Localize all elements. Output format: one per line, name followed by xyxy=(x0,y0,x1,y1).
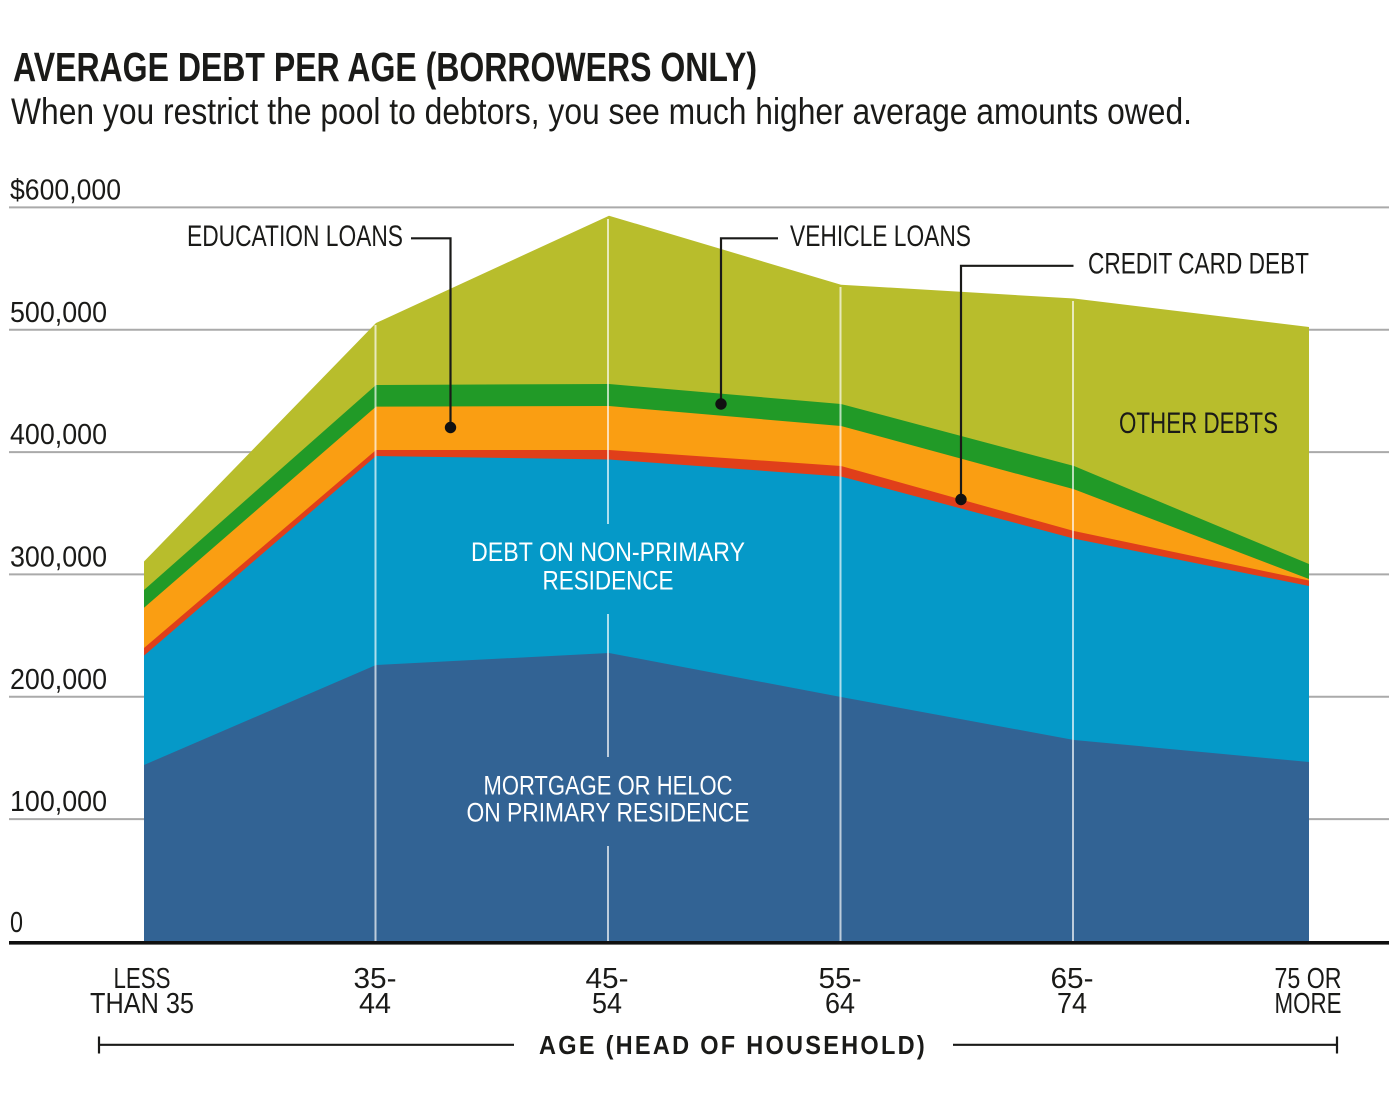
svg-text:$600,000: $600,000 xyxy=(10,175,121,207)
svg-text:54: 54 xyxy=(592,988,622,1020)
svg-text:300,000: 300,000 xyxy=(10,542,107,574)
svg-text:0: 0 xyxy=(10,907,23,939)
svg-text:MORE: MORE xyxy=(1275,988,1342,1020)
svg-text:AVERAGE DEBT PER AGE (BORROWER: AVERAGE DEBT PER AGE (BORROWERS ONLY) xyxy=(13,44,757,90)
svg-text:55-: 55- xyxy=(819,963,862,995)
svg-text:44: 44 xyxy=(359,988,391,1020)
svg-text:ON PRIMARY RESIDENCE: ON PRIMARY RESIDENCE xyxy=(467,798,750,828)
svg-text:75 OR: 75 OR xyxy=(1275,963,1342,995)
svg-text:MORTGAGE OR HELOC: MORTGAGE OR HELOC xyxy=(484,771,733,801)
svg-text:CREDIT CARD DEBT: CREDIT CARD DEBT xyxy=(1088,248,1309,281)
svg-text:45-: 45- xyxy=(586,963,629,995)
svg-text:THAN 35: THAN 35 xyxy=(90,988,194,1020)
svg-text:400,000: 400,000 xyxy=(10,419,107,451)
svg-text:200,000: 200,000 xyxy=(10,664,107,696)
svg-text:OTHER DEBTS: OTHER DEBTS xyxy=(1119,407,1278,440)
svg-text:RESIDENCE: RESIDENCE xyxy=(543,566,674,596)
svg-text:35-: 35- xyxy=(354,963,397,995)
svg-text:EDUCATION LOANS: EDUCATION LOANS xyxy=(187,220,403,253)
svg-text:100,000: 100,000 xyxy=(10,786,107,818)
svg-text:DEBT ON NON-PRIMARY: DEBT ON NON-PRIMARY xyxy=(471,537,745,567)
svg-text:LESS: LESS xyxy=(114,963,171,995)
svg-text:74: 74 xyxy=(1057,988,1087,1020)
svg-text:65-: 65- xyxy=(1051,963,1094,995)
svg-text:500,000: 500,000 xyxy=(10,297,107,329)
svg-text:When you restrict the pool to: When you restrict the pool to debtors, y… xyxy=(11,91,1192,132)
svg-text:64: 64 xyxy=(825,988,855,1020)
svg-text:VEHICLE LOANS: VEHICLE LOANS xyxy=(790,220,971,253)
svg-text:AGE (HEAD OF HOUSEHOLD): AGE (HEAD OF HOUSEHOLD) xyxy=(539,1030,927,1060)
